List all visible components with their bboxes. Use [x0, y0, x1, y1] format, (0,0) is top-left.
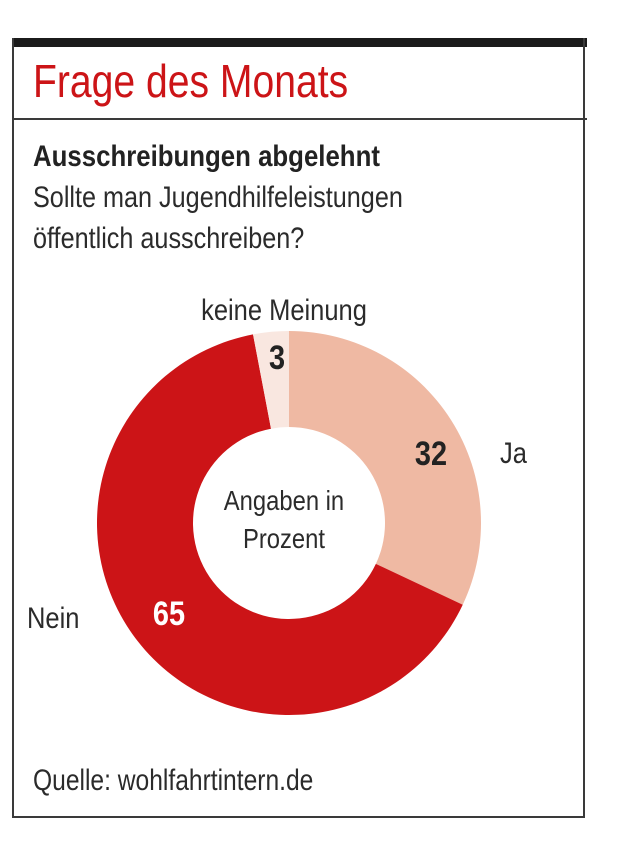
question-headline: Ausschreibungen abgelehnt	[33, 140, 380, 173]
slice-value-nein: 65	[153, 594, 185, 633]
source-note: Quelle: wohlfahrtintern.de	[33, 764, 314, 797]
slice-label-keine-meinung: keine Meinung	[201, 293, 367, 326]
donut-slice-keine-meinung	[253, 331, 289, 429]
slice-value-keine-meinung: 3	[269, 338, 285, 377]
top-rule	[12, 38, 587, 47]
box-title: Frage des Monats	[33, 55, 349, 107]
question-text-line-1: Sollte man Jugendhilfeleistungen	[33, 181, 403, 214]
donut-slice-nein	[97, 334, 463, 715]
donut-slices	[97, 331, 482, 715]
title-divider	[12, 118, 587, 120]
center-label-line-1: Angaben in	[224, 484, 344, 516]
slice-label-ja: Ja	[500, 436, 527, 469]
slice-value-ja: 32	[415, 434, 447, 473]
center-label-line-2: Prozent	[243, 522, 326, 554]
donut-slice-ja	[289, 331, 482, 605]
infobox-frame	[12, 38, 585, 818]
slice-label-nein: Nein	[27, 601, 79, 634]
question-text-line-2: öffentlich ausschreiben?	[33, 222, 305, 255]
